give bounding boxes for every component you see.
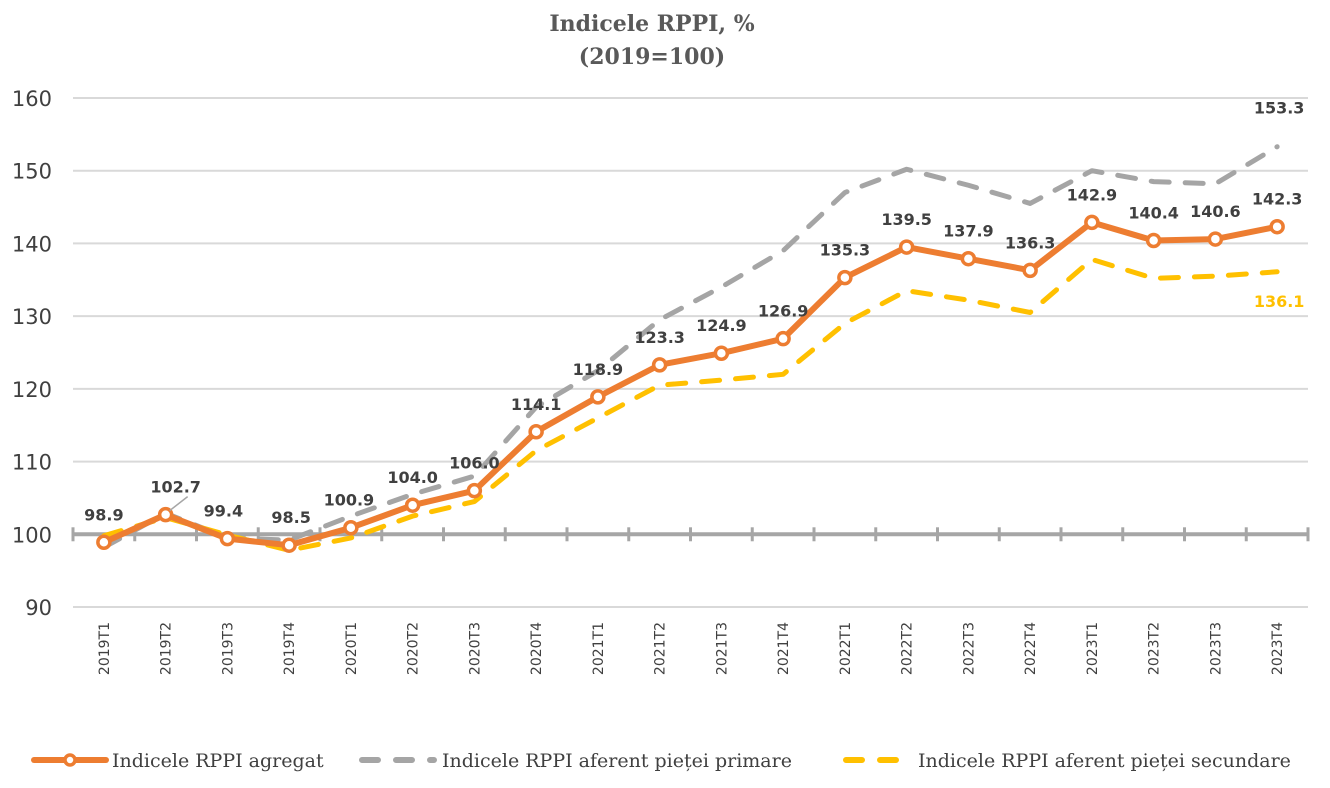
x-tick-label: 2020T2	[406, 622, 422, 675]
x-tick-label: 2019T4	[282, 622, 298, 675]
data-label: 98.9	[84, 505, 123, 524]
data-label: 118.9	[573, 360, 624, 379]
y-axis-ticks: 90 100 110 120 130 140 150 160	[12, 87, 52, 620]
data-labels: 98.9 102.799.4 98.5 100.9 104.0 106.0 114.1 118…	[84, 99, 1304, 527]
data-label: 106.0	[449, 454, 500, 473]
legend-marker	[63, 753, 77, 767]
x-tick-label: 2023T4	[1270, 622, 1286, 675]
x-tick-label: 2019T1	[97, 622, 113, 675]
gridlines	[73, 97, 1308, 608]
data-point-marker	[1145, 232, 1162, 249]
data-label: 100.9	[324, 491, 375, 510]
legend-label: Indicele RPPI aferent pieței secundare	[918, 750, 1291, 772]
data-point-marker	[281, 537, 297, 553]
data-point-marker	[898, 239, 915, 255]
data-point-marker	[404, 497, 421, 513]
x-tick-label: 2021T4	[776, 622, 792, 675]
data-label: 136.3	[1005, 233, 1056, 252]
x-tick-label: 2022T2	[900, 622, 916, 675]
data-label: 98.5	[271, 508, 310, 527]
y-tick-label: 140	[12, 232, 52, 256]
x-tick-label: 2022T4	[1023, 622, 1039, 675]
x-tick-label: 2022T1	[838, 622, 854, 675]
data-label: 139.5	[881, 210, 932, 229]
x-tick-label: 2022T3	[961, 622, 977, 675]
data-point-marker	[837, 269, 853, 286]
data-label: 126.9	[758, 302, 809, 321]
x-tick-label: 2020T1	[344, 622, 360, 675]
data-point-marker	[157, 506, 174, 523]
x-tick-label: 2019T3	[220, 622, 236, 675]
data-point-marker	[96, 534, 112, 551]
data-point-marker	[1084, 214, 1100, 231]
data-point-marker	[651, 357, 668, 373]
data-label: 140.4	[1128, 204, 1179, 223]
series-line-agregat	[100, 219, 1281, 549]
x-tick-label: 2023T3	[1208, 622, 1224, 675]
data-label: 140.6	[1190, 202, 1241, 221]
data-label: 123.3	[634, 328, 685, 347]
series-lines	[96, 144, 1285, 553]
data-label: 142.3	[1252, 190, 1303, 209]
x-axis-ticks: 2019T1 2019T2 2019T3 2019T4 2020T1 2020T2 2020…	[97, 622, 1286, 675]
data-label: 99.4	[204, 502, 243, 521]
data-point-marker	[466, 482, 483, 499]
x-tick-label: 2021T2	[653, 622, 669, 675]
data-label: 124.9	[696, 316, 747, 335]
data-point-marker	[1207, 231, 1224, 247]
data-point-marker	[1022, 262, 1038, 279]
x-tick-label: 2023T1	[1085, 622, 1101, 675]
data-label-primary-end: 153.3	[1254, 99, 1305, 118]
y-tick-label: 150	[12, 160, 52, 184]
y-tick-label: 100	[12, 523, 52, 547]
data-label: 142.9	[1067, 185, 1118, 204]
legend: Indicele RPPI agregat Indicele RPPI afere…	[31, 750, 1291, 772]
legend-item: Indicele RPPI aferent pieței secundare	[843, 750, 1291, 772]
legend-item: Indicele RPPI agregat	[31, 750, 324, 772]
series-line-secundara	[101, 256, 1280, 553]
data-point-marker	[219, 530, 236, 547]
chart-title: Indicele RPPI, %	[549, 11, 754, 37]
data-point-marker	[590, 389, 606, 405]
chart-subtitle: (2019=100)	[579, 44, 725, 70]
y-tick-label: 110	[12, 451, 52, 475]
data-point-marker	[775, 330, 791, 347]
y-tick-label: 160	[12, 87, 52, 111]
legend-label: Indicele RPPI aferent pieței primare	[442, 750, 792, 772]
leader-line	[169, 496, 189, 512]
y-tick-label: 130	[12, 305, 52, 329]
y-tick-label: 90	[25, 596, 52, 620]
y-tick-label: 120	[12, 378, 52, 402]
x-tick-label: 2021T3	[714, 622, 730, 675]
data-label: 104.0	[387, 468, 438, 487]
x-tick-label: 2019T2	[159, 622, 175, 675]
legend-item: Indicele RPPI aferent pieței primare	[359, 750, 792, 772]
data-label: 114.1	[511, 395, 562, 414]
data-label: 135.3	[820, 241, 871, 260]
data-point-marker	[528, 424, 544, 440]
data-point-marker	[1269, 218, 1285, 235]
x-tick-label: 2020T3	[467, 622, 483, 675]
series-line-primara	[101, 144, 1280, 550]
data-label: 137.9	[943, 222, 994, 241]
data-point-marker	[960, 250, 977, 267]
data-label-secondary-end: 136.1	[1254, 292, 1305, 311]
x-tick-label: 2021T1	[591, 622, 607, 675]
data-point-marker	[343, 519, 359, 536]
data-label: 102.7	[150, 478, 201, 497]
x-tick-label: 2023T2	[1147, 622, 1163, 675]
x-tick-label: 2020T4	[529, 622, 545, 675]
legend-label: Indicele RPPI agregat	[112, 750, 324, 772]
data-point-marker	[713, 345, 730, 361]
